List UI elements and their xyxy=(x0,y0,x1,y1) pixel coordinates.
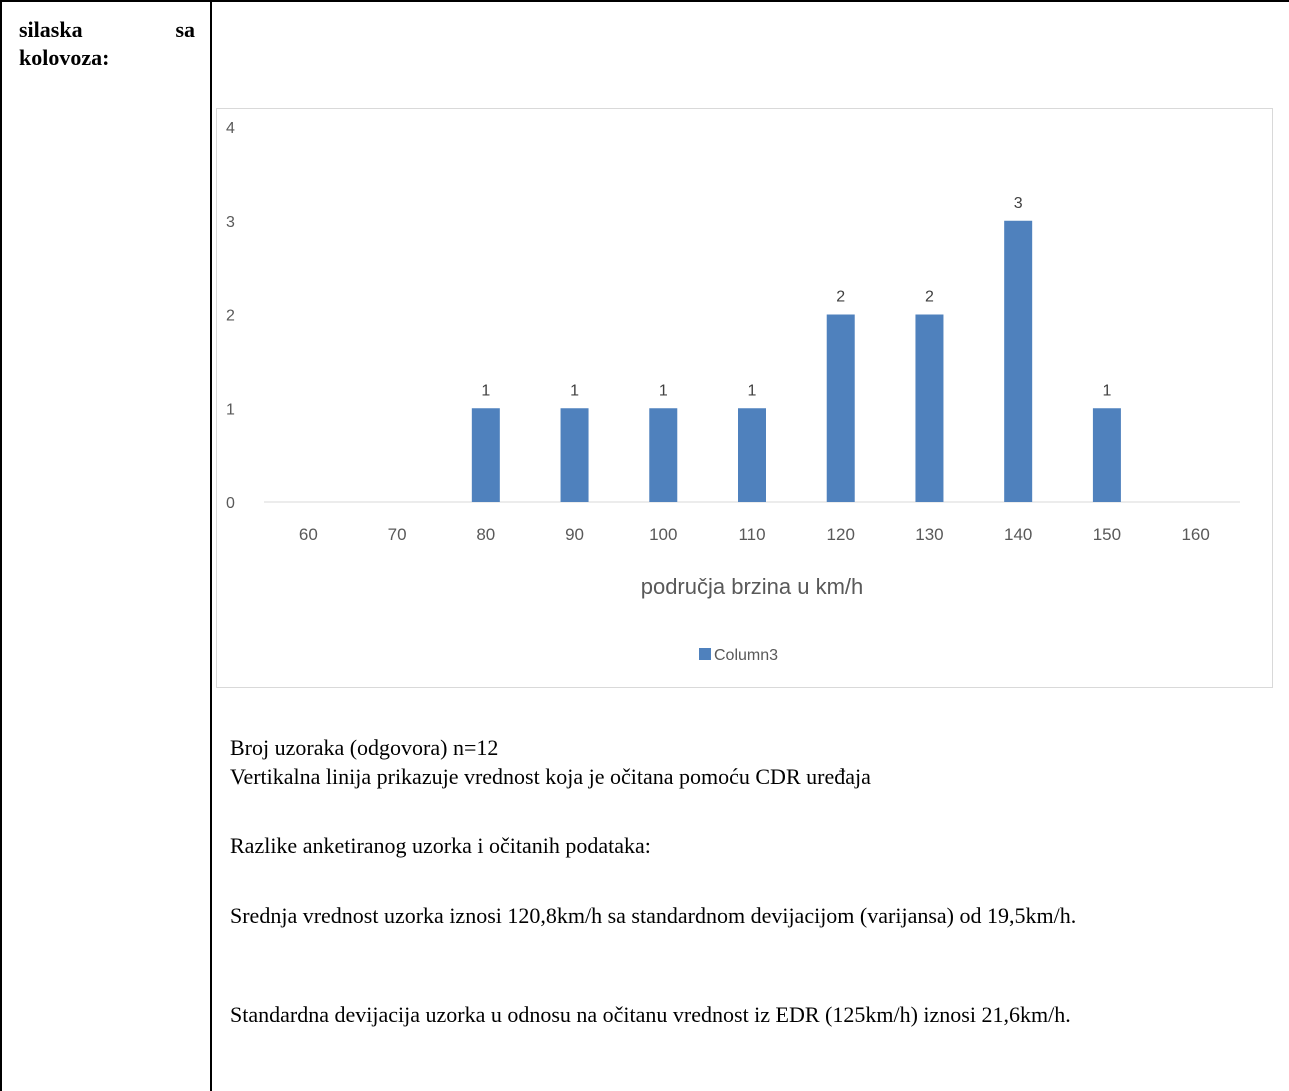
differences-heading: Razlike anketiranog uzorka i očitanih po… xyxy=(230,833,651,858)
bar xyxy=(560,408,589,502)
x-axis-title: područja brzina u km/h xyxy=(641,574,864,599)
x-tick-label: 70 xyxy=(388,525,407,544)
std-dev-paragraph: Standardna devijacija uzorka u odnosu na… xyxy=(230,1002,1071,1027)
x-tick-label: 110 xyxy=(738,525,765,544)
data-label: 1 xyxy=(481,382,490,399)
bar xyxy=(1092,408,1121,502)
data-label: 1 xyxy=(748,382,757,399)
mean-paragraph: Srednja vrednost uzorka iznosi 120,8km/h… xyxy=(230,903,1077,928)
bar xyxy=(649,408,678,502)
data-label: 1 xyxy=(659,382,668,399)
row-label: silaska sa kolovoza: xyxy=(19,16,195,72)
y-tick-label: 3 xyxy=(226,214,235,231)
x-tick-label: 120 xyxy=(827,525,855,544)
y-tick-label: 4 xyxy=(226,120,235,137)
bar xyxy=(738,408,766,502)
x-tick-label: 90 xyxy=(565,525,584,544)
paragraph-sample-info: Broj uzoraka (odgovora) n=12 Vertikalna … xyxy=(230,733,1276,791)
table-top-border xyxy=(0,0,1289,2)
sample-count-text: Broj uzoraka (odgovora) n=12 xyxy=(230,735,499,760)
legend-label: Column3 xyxy=(714,647,778,664)
y-tick-label: 1 xyxy=(226,401,235,418)
x-tick-label: 160 xyxy=(1181,525,1209,544)
data-label: 3 xyxy=(1014,195,1023,212)
row-label-word-3: kolovoza: xyxy=(19,45,110,70)
table-left-border xyxy=(0,0,2,1091)
data-label: 2 xyxy=(836,289,845,306)
x-tick-label: 150 xyxy=(1093,525,1121,544)
data-label: 2 xyxy=(925,289,934,306)
vertical-line-text: Vertikalna linija prikazuje vrednost koj… xyxy=(230,764,871,789)
y-tick-label: 0 xyxy=(226,495,235,512)
legend-swatch xyxy=(699,648,711,660)
data-label: 1 xyxy=(570,382,579,399)
row-label-word-2: sa xyxy=(175,17,195,42)
bar xyxy=(1004,220,1033,502)
x-tick-label: 100 xyxy=(649,525,677,544)
bar xyxy=(826,314,855,502)
x-tick-label: 80 xyxy=(476,525,495,544)
row-label-word-1: silaska xyxy=(19,17,83,42)
bar xyxy=(915,314,944,502)
table-column-divider xyxy=(210,0,212,1091)
data-label: 1 xyxy=(1102,382,1111,399)
bar-chart-svg: 0 1 2 3 4 60 70 1 80 1 90 1 100 1 110 2 120 2 130 3 140 1 150 1… xyxy=(226,120,1240,664)
x-tick-label: 60 xyxy=(299,525,318,544)
x-tick-label: 140 xyxy=(1004,525,1032,544)
y-tick-label: 2 xyxy=(226,308,235,325)
bar-chart: 0 1 2 3 4 60 70 1 80 1 90 1 100 1 110 2 120 2 130 3 140 1 150 1… xyxy=(216,108,1273,688)
bar xyxy=(471,408,500,502)
x-tick-label: 130 xyxy=(915,525,943,544)
